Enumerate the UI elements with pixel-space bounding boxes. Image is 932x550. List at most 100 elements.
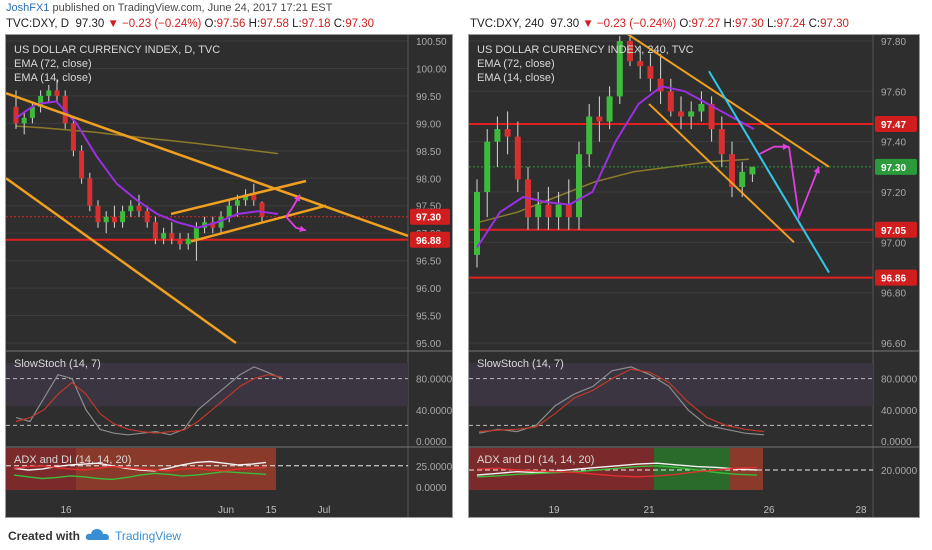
candle-body	[718, 129, 725, 155]
right-down-arrow-icon: ▼	[582, 18, 594, 30]
x-tick-label: 21	[643, 505, 655, 516]
author-link[interactable]: JoshFX1	[6, 2, 50, 14]
price-tick-label: 99.50	[416, 92, 441, 103]
candle-body	[136, 205, 142, 212]
legend-entry: EMA (72, close)	[477, 58, 555, 70]
channel-lower-line	[6, 177, 237, 345]
price-tick-label: 99.00	[416, 119, 441, 130]
right-high: 97.30	[735, 18, 764, 30]
price-tick-label: 96.60	[881, 339, 906, 350]
candle-body	[514, 136, 521, 180]
left-chart-panel[interactable]: 100.50 100.00 99.50 99.00 98.50 98.00 97.5097.…	[5, 34, 453, 518]
candle-body	[152, 222, 158, 239]
candle-body	[535, 204, 542, 218]
candle-body	[596, 116, 603, 122]
tradingview-cloud-icon[interactable]	[85, 526, 111, 544]
legend-entry: EMA (14, close)	[14, 72, 92, 84]
left-symbol: TVC:DXY, D	[6, 18, 70, 30]
arrowhead-icon	[299, 225, 306, 233]
candle-body	[79, 150, 85, 179]
left-low: 97.18	[301, 18, 331, 30]
right-symbol-header: TVC:DXY, 240 97.30 ▼ −0.23 (−0.24%) O:97…	[470, 18, 849, 30]
candle-body	[576, 154, 582, 218]
price-tick-label: 97.80	[881, 37, 906, 48]
stoch-tick-label: 0.0000	[881, 437, 912, 448]
candle-body	[504, 129, 511, 137]
candle-body	[218, 216, 224, 228]
di-plus-line	[476, 465, 758, 478]
price-tag-label: 97.30	[416, 213, 441, 224]
price-tick-label: 97.40	[881, 138, 906, 149]
price-tick-label: 96.50	[416, 257, 441, 268]
candle-body	[243, 194, 249, 201]
candle-body	[161, 233, 167, 239]
candle-body	[169, 233, 175, 239]
price-tick-label: 100.50	[416, 37, 447, 48]
ema14-line	[15, 100, 279, 229]
trend-line	[708, 70, 830, 274]
flag-upper-line	[170, 179, 307, 216]
adx-tick-label: 25.0000	[416, 462, 452, 473]
candle-body	[667, 91, 674, 112]
candle-body	[234, 200, 240, 206]
candle-body	[586, 116, 593, 155]
left-chart-svg[interactable]: 100.50 100.00 99.50 99.00 98.50 98.00 97.5097.…	[6, 35, 452, 517]
stoch-d-line	[478, 368, 765, 433]
legend-entry: US DOLLAR CURRENCY INDEX, 240, TVC	[477, 44, 694, 56]
price-tick-label: 98.50	[416, 147, 441, 158]
candle-body	[627, 41, 633, 62]
candle-body	[647, 66, 654, 79]
candle-body	[46, 90, 52, 96]
price-tick-label: 96.80	[881, 289, 906, 300]
channel-upper-line	[6, 91, 409, 238]
adx-tick-label: 0.0000	[416, 483, 447, 494]
candle-body	[29, 106, 35, 118]
stoch-tick-label: 0.0000	[416, 437, 447, 448]
left-close: 97.30	[345, 18, 374, 30]
price-tag	[410, 231, 450, 248]
flag-lower-line	[190, 204, 327, 243]
left-price: 97.30	[75, 18, 105, 30]
right-price: 97.30	[550, 18, 580, 30]
left-down-arrow-icon: ▼	[107, 18, 119, 30]
top-bar: JoshFX1 published on TradingView.com, Ju…	[0, 0, 932, 32]
price-tick-label: 98.00	[416, 174, 441, 185]
price-tag	[875, 116, 917, 133]
ema72-line	[478, 158, 750, 223]
candle-body	[95, 205, 101, 223]
candle-body	[144, 211, 150, 223]
candle-body	[678, 111, 684, 117]
di-minus-line	[13, 465, 267, 472]
candle-body	[21, 117, 27, 124]
price-tag	[875, 158, 917, 175]
price-tag	[875, 269, 917, 286]
right-chart-panel[interactable]: 97.80 97.60 97.40 97.20 97.00 96.80 96.60 97.47…	[468, 34, 920, 518]
tradingview-brand-link[interactable]: TradingView	[115, 529, 182, 543]
right-c-label: C:	[808, 18, 821, 30]
price-tick-label: 95.50	[416, 312, 441, 323]
candle-body	[70, 123, 76, 151]
candle-body	[251, 194, 257, 201]
candle-body	[657, 78, 664, 92]
x-tick-label: 15	[265, 505, 277, 516]
x-tick-label: 19	[548, 505, 560, 516]
price-tick-label: 100.00	[416, 64, 447, 75]
created-with-text: Created with	[8, 529, 81, 543]
x-tick-label: 16	[60, 505, 72, 516]
candle-body	[177, 238, 183, 245]
candle-body	[637, 61, 644, 67]
price-tag-label: 97.47	[881, 120, 906, 131]
adx-background-block	[763, 448, 765, 490]
candle-body	[38, 95, 44, 107]
di-minus-line	[476, 466, 758, 478]
price-tag-label: 97.30	[881, 163, 906, 174]
left-change: −0.23 (−0.24%)	[122, 18, 202, 30]
right-chart-svg[interactable]: 97.80 97.60 97.40 97.20 97.00 96.80 96.60 97.47…	[469, 35, 919, 517]
right-close: 97.30	[820, 18, 849, 30]
price-tick-label: 97.60	[881, 87, 906, 98]
candle-body	[739, 171, 746, 187]
left-o-label: O:	[204, 18, 217, 30]
x-tick-label: Jun	[218, 505, 234, 516]
left-c-label: C:	[333, 18, 346, 30]
candle-body	[474, 192, 480, 255]
